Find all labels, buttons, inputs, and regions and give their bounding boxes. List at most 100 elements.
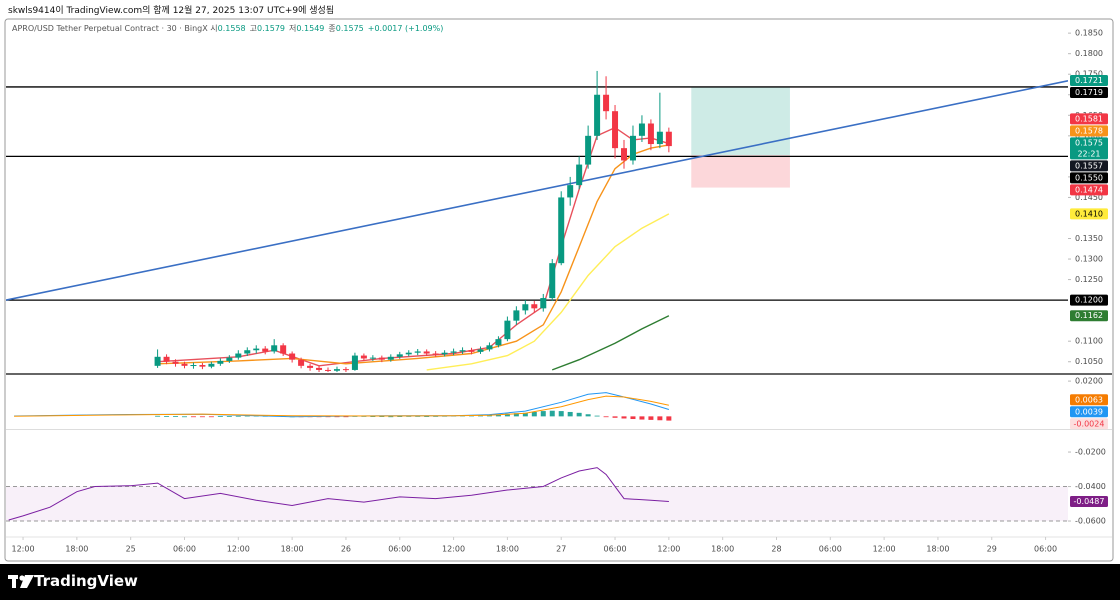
price-label: -0.0024 [1074, 419, 1105, 428]
candle-body [504, 320, 511, 340]
histogram-bar [540, 411, 546, 417]
histogram-bar [226, 416, 232, 417]
price-label-box [1070, 137, 1108, 160]
price-label-box [1070, 87, 1108, 99]
candle-body [594, 94, 601, 136]
histogram-bar [433, 416, 439, 417]
price-label: 0.1410 [1075, 209, 1103, 218]
candle-body [414, 351, 421, 353]
ohlc-label: 시 [210, 24, 218, 33]
histogram-bar [648, 416, 654, 420]
candle-body [396, 354, 403, 357]
candle-body [181, 363, 188, 366]
price-label: -0.0487 [1074, 497, 1105, 506]
x-tick-label: 06:00 [1034, 545, 1057, 554]
histogram-bar [657, 416, 663, 421]
x-tick-label: 18:00 [926, 545, 949, 554]
price-label-box [1070, 113, 1108, 125]
y-tick-label: -0.0200 [1075, 448, 1106, 457]
histogram-bar [334, 416, 340, 418]
trend-line [6, 80, 1068, 301]
candle-body [558, 197, 565, 264]
histogram-bar [630, 416, 636, 420]
logo-text: TradingView [34, 572, 138, 590]
moving-average [426, 213, 670, 371]
histogram-bar [235, 415, 241, 417]
chart-frame [4, 18, 1114, 562]
candle-body [468, 350, 475, 352]
ohlc-value: 0.1558 [217, 24, 246, 33]
candle-body [638, 123, 645, 136]
histogram-bar [190, 416, 196, 418]
symbol-title: APRO/USD Tether Perpetual Contract · 30 … [12, 24, 208, 33]
histogram-bar [504, 413, 510, 417]
candle-body [342, 369, 349, 371]
y-tick-label: 0.1100 [1075, 337, 1103, 346]
price-label-box [1070, 418, 1108, 430]
histogram-bar [621, 416, 627, 419]
position-loss-zone [691, 155, 790, 188]
histogram-bar [379, 416, 385, 417]
x-tick-label: 28 [771, 545, 781, 554]
histogram-bar [513, 413, 519, 417]
histogram-bar [208, 416, 214, 418]
histogram-bar [639, 416, 645, 420]
y-tick-label: 0.1250 [1075, 275, 1103, 284]
y-tick-label: -0.0600 [1075, 517, 1106, 526]
candle-body [459, 350, 466, 352]
price-label-box [1070, 208, 1108, 220]
histogram-bar [388, 416, 394, 418]
y-tick-label: -0.0400 [1075, 482, 1106, 491]
position-profit-zone [691, 86, 790, 156]
x-tick-label: 06:00 [819, 545, 842, 554]
price-label-box [1070, 160, 1108, 172]
candle-body [513, 310, 520, 321]
price-label-box [1070, 172, 1108, 184]
y-tick-label: 0.1850 [1075, 29, 1103, 38]
symbol-legend: APRO/USD Tether Perpetual Contract · 30 … [12, 23, 447, 34]
x-tick-label: 25 [126, 545, 136, 554]
candle-body [333, 369, 340, 371]
x-tick-label: 12:00 [873, 545, 896, 554]
pane [6, 70, 1068, 372]
y-tick-label: 0.1450 [1075, 193, 1103, 202]
header: skwls9414이 TradingView.com의 함께 12월 27, 2… [8, 6, 335, 16]
price-label: 0.1575 [1075, 138, 1103, 147]
band-fill [6, 486, 1068, 522]
price-label: 0.1200 [1075, 296, 1103, 305]
indicator-line [8, 467, 669, 521]
y-tick-label: 0.1750 [1075, 70, 1103, 79]
ohlc-label: 종 [328, 24, 336, 33]
x-tick-label: 27 [556, 545, 566, 554]
candle-body [612, 111, 619, 149]
candle-body [647, 123, 654, 145]
price-label-box [1070, 406, 1108, 418]
candle-body [172, 361, 179, 364]
candle-body [199, 365, 206, 367]
candle-body [522, 304, 529, 311]
candle-body [369, 357, 376, 359]
ohlc-value: 0.1549 [296, 24, 325, 33]
macd-line [14, 395, 670, 417]
candle-body [405, 352, 412, 355]
price-label: 0.1557 [1075, 161, 1103, 170]
candle-body [298, 359, 305, 366]
histogram-bar [173, 416, 179, 417]
candle-body [423, 351, 430, 354]
candle-body [486, 345, 493, 350]
candle-body [351, 355, 358, 370]
price-label-box [1070, 294, 1108, 306]
footer: TradingView [0, 564, 1120, 600]
candle-body [621, 148, 628, 161]
candle-body [208, 363, 215, 367]
histogram-bar [567, 411, 573, 417]
candle-body [450, 351, 457, 353]
candle-body [154, 356, 161, 366]
y-tick-label: 0.1800 [1075, 49, 1103, 58]
ohlc-value: 0.1575 [335, 24, 364, 33]
histogram-bar [666, 416, 672, 421]
candle-body [531, 304, 538, 309]
candle-body [262, 348, 269, 352]
countdown-label: 22:21 [1077, 149, 1100, 158]
